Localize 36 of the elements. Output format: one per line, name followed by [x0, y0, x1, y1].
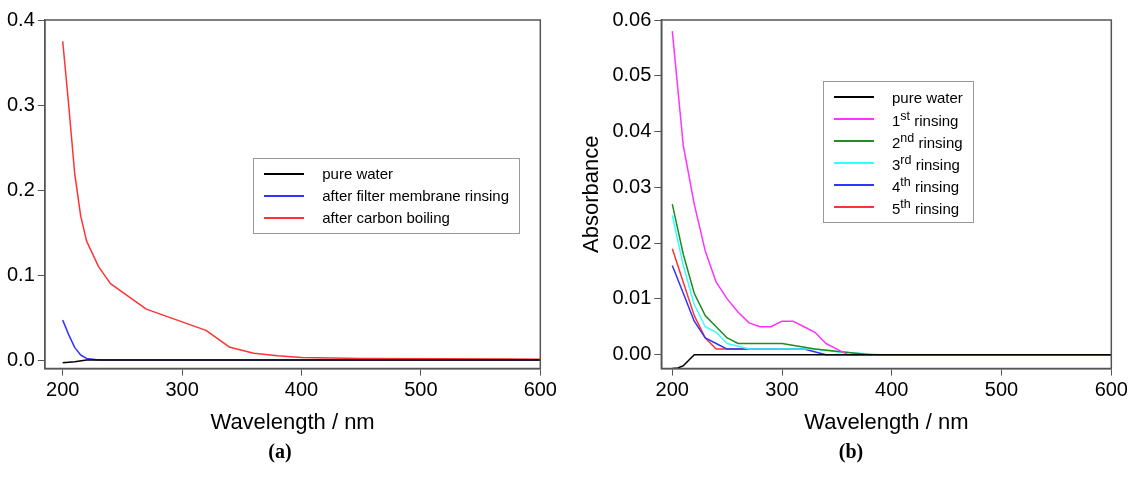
- y-tick-label: 0.4: [6, 7, 35, 30]
- y-tick-label: 0.2: [6, 177, 35, 200]
- y-tick-label: 0.04: [612, 119, 652, 142]
- legend-label: 1$^{st}$ rinsing: [892, 109, 959, 130]
- y-tick-label: 0.3: [6, 92, 35, 115]
- y-axis-title: Absorbance: [578, 135, 604, 254]
- y-tick-label: 0.06: [612, 7, 652, 30]
- y-tick-label: 0.0: [6, 347, 35, 370]
- y-tick-label: 0.00: [612, 342, 652, 365]
- text: (b): [837, 440, 865, 463]
- x-tick-label: 600: [1094, 378, 1128, 401]
- x-tick-label: 400: [284, 378, 319, 401]
- x-tick-label: 400: [875, 378, 909, 401]
- x-tick-label: 500: [404, 378, 438, 401]
- x-tick-label: 600: [523, 378, 557, 401]
- legend-label: 2$^{nd}$ rinsing: [892, 131, 963, 152]
- y-tick-label: 0.01: [612, 286, 652, 309]
- legend-label: pure water: [322, 165, 394, 183]
- y-tick-label: 0.02: [612, 230, 652, 253]
- legend-label: after carbon boiling: [322, 209, 450, 227]
- legend-label: pure water: [892, 88, 963, 106]
- legend-label: 3$^{rd}$ rinsing: [892, 153, 960, 174]
- y-tick-label: 0.1: [6, 262, 35, 285]
- x-axis-title: Wavelength / nm: [210, 408, 375, 434]
- y-tick-label: 0.03: [612, 174, 652, 197]
- x-axis-title: Wavelength / nm: [804, 408, 969, 434]
- legend-label: after filter membrane rinsing: [322, 187, 509, 205]
- x-tick-label: 200: [655, 378, 689, 401]
- x-tick-label: 300: [765, 378, 799, 401]
- x-tick-label: 200: [46, 378, 80, 401]
- legend-label: 5$^{th}$ rinsing: [892, 197, 960, 218]
- y-tick-label: 0.05: [612, 63, 652, 86]
- x-tick-label: 300: [165, 378, 199, 401]
- legend-label: 4$^{th}$ rinsing: [892, 175, 960, 196]
- x-tick-label: 500: [984, 378, 1019, 401]
- text: (a): [267, 440, 293, 463]
